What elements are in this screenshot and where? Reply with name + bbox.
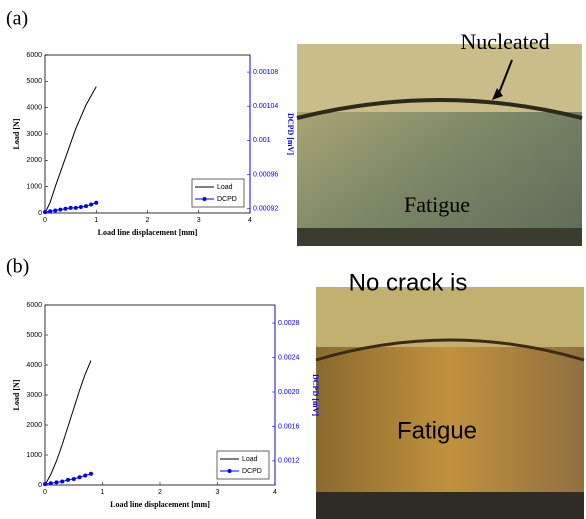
- marker: [64, 207, 68, 211]
- legend-label: Load: [242, 456, 258, 463]
- y-tick-label: 2000: [26, 157, 42, 164]
- y-axis-label: Load [N]: [12, 379, 21, 410]
- marker: [69, 206, 73, 210]
- x-tick-label: 3: [216, 489, 220, 496]
- x-tick-label: 2: [146, 217, 150, 224]
- photo-label: Fatigue: [397, 417, 477, 444]
- legend-label: DCPD: [217, 196, 237, 203]
- y2-tick-label: 0.001: [253, 137, 271, 144]
- y2-tick-label: 0.00108: [253, 69, 278, 76]
- y-tick-label: 1000: [26, 452, 42, 459]
- marker: [55, 480, 59, 484]
- series-line: [45, 361, 91, 486]
- panel-label: (a): [6, 8, 28, 30]
- x-tick-label: 4: [248, 217, 252, 224]
- x-axis-label: Load line displacement [mm]: [98, 228, 198, 237]
- marker: [74, 206, 78, 210]
- y-tick-label: 2000: [26, 422, 42, 429]
- x-tick-label: 0: [43, 217, 47, 224]
- marker: [43, 482, 47, 486]
- legend-label: Load: [217, 184, 233, 191]
- x-tick-label: 0: [43, 489, 47, 496]
- marker: [84, 204, 88, 208]
- x-axis-label: Load line displacement [mm]: [110, 500, 210, 509]
- marker: [89, 472, 93, 476]
- marker: [66, 478, 70, 482]
- marker: [49, 481, 53, 485]
- y-tick-label: 0: [38, 482, 42, 489]
- panel-label: (b): [6, 256, 29, 278]
- y-tick-label: 4000: [26, 362, 42, 369]
- marker: [48, 209, 52, 213]
- legend-marker: [203, 197, 207, 201]
- photo-b: [316, 287, 584, 519]
- y2-tick-label: 0.00104: [253, 103, 278, 110]
- x-tick-label: 4: [273, 489, 277, 496]
- legend-label: DCPD: [242, 468, 262, 475]
- y-tick-label: 0: [38, 210, 42, 217]
- x-tick-label: 1: [94, 217, 98, 224]
- marker: [78, 475, 82, 479]
- y2-tick-label: 0.0016: [278, 423, 300, 430]
- photo-label: Nucleated: [460, 29, 549, 54]
- y-tick-label: 4000: [26, 105, 42, 112]
- y-tick-label: 5000: [26, 78, 42, 85]
- figure: (a) (b) Nucleated Fatigue No crack is Fa…: [0, 0, 586, 519]
- y-tick-label: 1000: [26, 184, 42, 191]
- y2-tick-label: 0.0020: [278, 389, 300, 396]
- y2-tick-label: 0.0012: [278, 458, 300, 465]
- y2-axis-label: DCPD [mV]: [311, 374, 320, 416]
- y-tick-label: 3000: [26, 131, 42, 138]
- marker: [83, 474, 87, 478]
- series-line: [45, 87, 96, 213]
- x-tick-label: 1: [101, 489, 105, 496]
- marker: [89, 202, 93, 206]
- photo-bottom: [297, 228, 582, 246]
- y2-tick-label: 0.0024: [278, 354, 300, 361]
- marker: [72, 477, 76, 481]
- y2-tick-label: 0.0028: [278, 320, 300, 327]
- y-tick-label: 3000: [26, 392, 42, 399]
- y-tick-label: 6000: [26, 52, 42, 59]
- y2-axis-label: DCPD [mV]: [286, 113, 295, 155]
- x-tick-label: 2: [158, 489, 162, 496]
- y-axis-label: Load [N]: [12, 118, 21, 149]
- y-tick-label: 5000: [26, 332, 42, 339]
- photo-bottom: [316, 492, 584, 519]
- legend-marker: [228, 469, 232, 473]
- photo-label: No crack is: [349, 269, 468, 296]
- photo-label: Fatigue: [404, 192, 470, 217]
- marker: [53, 208, 57, 212]
- marker: [94, 201, 98, 205]
- y-tick-label: 6000: [26, 302, 42, 309]
- marker: [43, 210, 47, 214]
- y2-tick-label: 0.00096: [253, 171, 278, 178]
- x-tick-label: 3: [197, 217, 201, 224]
- marker: [58, 208, 62, 212]
- marker: [60, 480, 64, 484]
- y2-tick-label: 0.00092: [253, 206, 278, 213]
- marker: [79, 205, 83, 209]
